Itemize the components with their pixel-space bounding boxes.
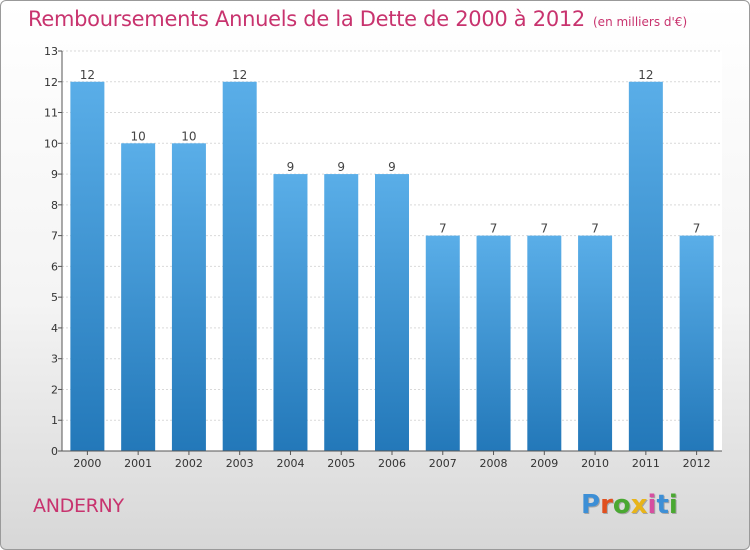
x-tick-label: 2011: [632, 457, 660, 470]
bar: [375, 174, 409, 452]
bar: [679, 235, 714, 451]
y-tick-label: 12: [44, 76, 58, 89]
y-tick-label: 11: [44, 107, 58, 120]
data-label: 9: [337, 160, 345, 174]
y-tick-label: 0: [51, 445, 58, 458]
chart-title-text: Remboursements Annuels de la Dette de 20…: [28, 7, 585, 31]
logo-letter: i: [668, 490, 678, 520]
data-label: 7: [693, 222, 701, 236]
x-tick-label: 2004: [276, 457, 304, 470]
logo-letter: o: [612, 490, 631, 520]
bar: [121, 143, 156, 452]
data-label: 9: [287, 160, 295, 174]
x-tick-label: 2002: [175, 457, 203, 470]
bar: [324, 174, 359, 452]
logo-letter: x: [630, 490, 648, 520]
y-tick-label: 3: [51, 353, 58, 366]
bar: [476, 235, 511, 451]
data-label: 7: [490, 222, 498, 236]
data-label: 12: [80, 68, 95, 82]
data-label: 12: [638, 68, 653, 82]
y-tick-label: 4: [51, 322, 58, 335]
logo-letter: t: [656, 490, 669, 520]
y-tick-label: 9: [51, 168, 58, 181]
x-tick-label: 2006: [378, 457, 406, 470]
data-label: 12: [232, 68, 247, 82]
bar: [578, 235, 613, 451]
x-tick-label: 2008: [480, 457, 508, 470]
y-tick-label: 10: [44, 137, 58, 150]
y-tick-label: 13: [44, 45, 58, 58]
chart-unit: (en milliers d'€): [593, 15, 688, 29]
data-label: 7: [591, 222, 599, 236]
data-label: 7: [540, 222, 548, 236]
bar: [171, 143, 206, 452]
logo-letter: i: [647, 490, 657, 520]
x-tick-label: 2000: [73, 457, 101, 470]
bar: [70, 81, 105, 452]
x-tick-label: 2012: [683, 457, 711, 470]
y-tick-label: 1: [51, 414, 58, 427]
data-label: 10: [181, 129, 196, 143]
bar: [628, 81, 663, 452]
x-tick-label: 2003: [226, 457, 254, 470]
data-label: 7: [439, 222, 447, 236]
y-tick-label: 6: [51, 260, 58, 273]
logo-letter: P: [581, 490, 601, 520]
x-tick-label: 2009: [530, 457, 558, 470]
bar: [273, 174, 308, 452]
chart-title: Remboursements Annuels de la Dette de 20…: [28, 7, 687, 31]
logo-letter: r: [600, 490, 613, 520]
y-tick-label: 5: [51, 291, 58, 304]
data-label: 10: [131, 129, 146, 143]
x-tick-label: 2010: [581, 457, 609, 470]
proxiti-logo: Proxiti: [581, 490, 678, 520]
x-tick-label: 2005: [327, 457, 355, 470]
x-tick-label: 2001: [124, 457, 152, 470]
y-tick-label: 7: [51, 230, 58, 243]
bar: [222, 81, 257, 452]
bar: [425, 235, 460, 451]
city-name: ANDERNY: [33, 495, 124, 517]
bars: 12 10 10 12 9 9 9 7 7 7 7 12 7: [70, 68, 714, 452]
y-tick-label: 2: [51, 383, 58, 396]
data-label: 9: [388, 160, 396, 174]
x-tick-label: 2007: [429, 457, 457, 470]
bar: [527, 235, 562, 451]
y-tick-label: 8: [51, 199, 58, 212]
